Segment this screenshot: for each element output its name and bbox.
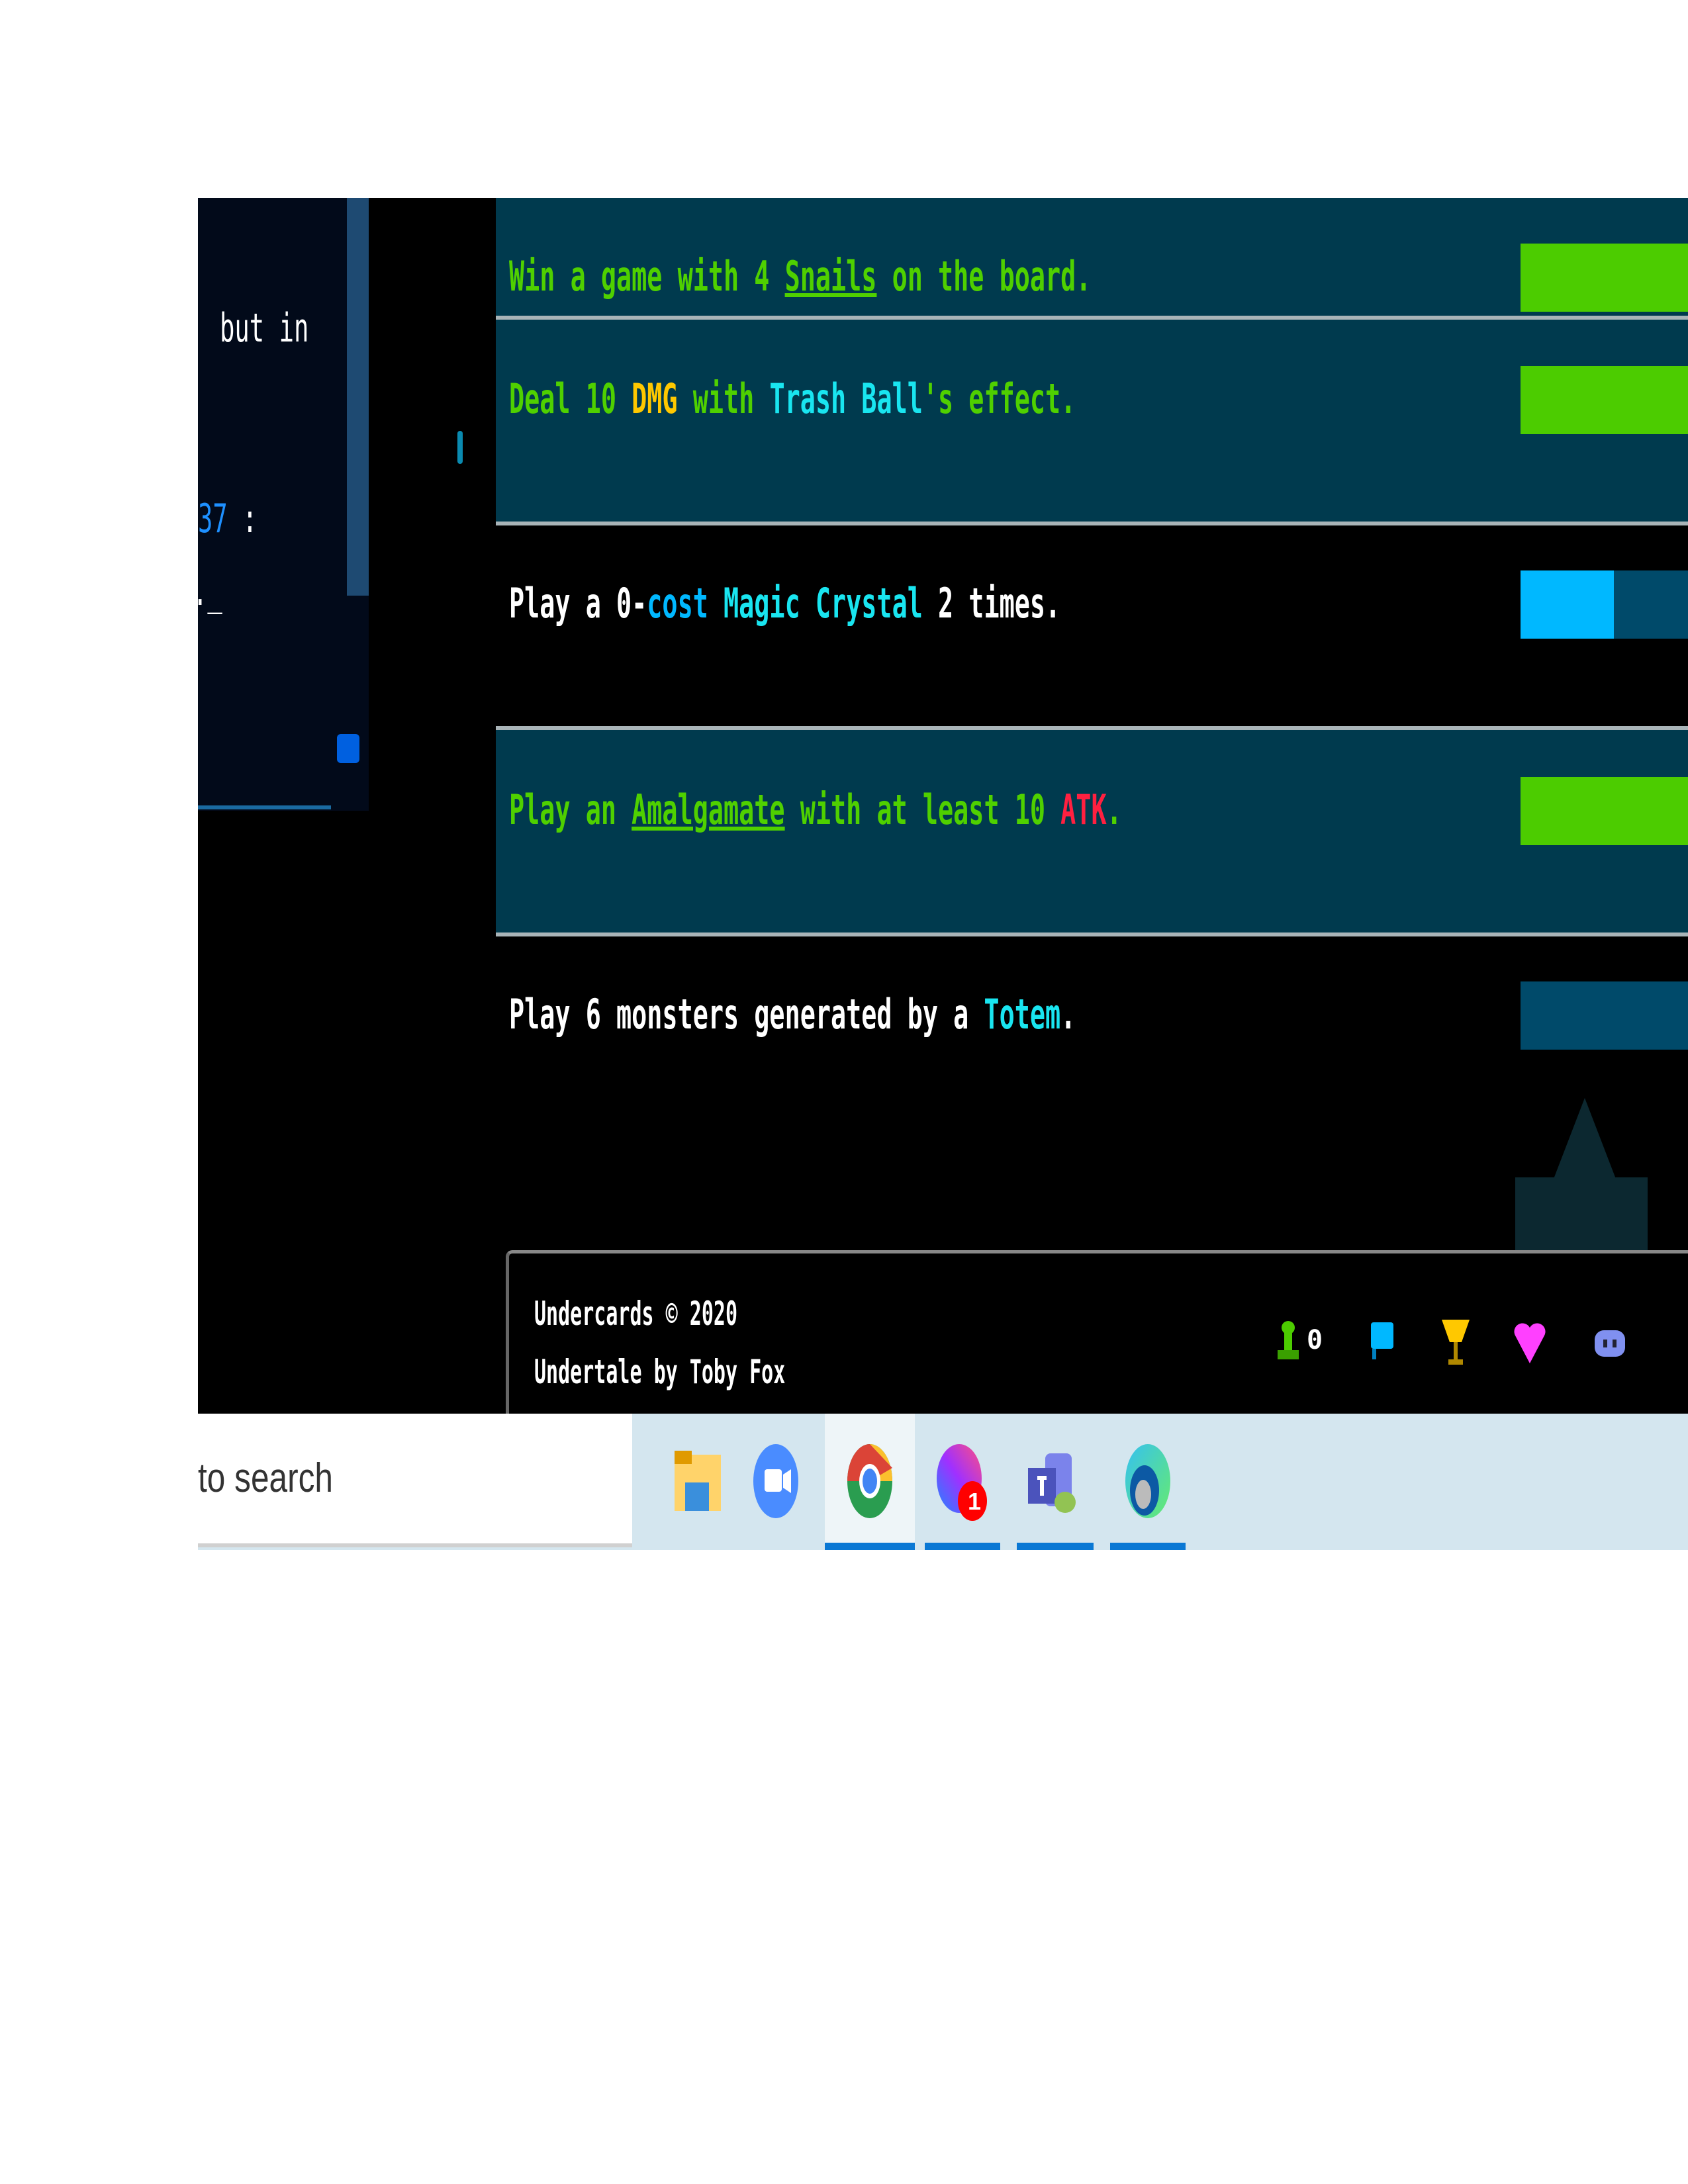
quest-progress-bar (1521, 570, 1688, 639)
trophy-icon[interactable] (1439, 1318, 1472, 1367)
chrome-icon[interactable] (833, 1441, 906, 1521)
zoom-icon[interactable] (739, 1441, 812, 1521)
game-window: but in 37 : ._ Win a game with 4 Snails … (198, 198, 1688, 1414)
chat-bubble-icon[interactable] (337, 734, 359, 763)
quest-description: Win a game with 4 Snails on the board. (509, 252, 1091, 300)
quest-progress-fill (1521, 570, 1614, 639)
teams-icon[interactable] (1019, 1441, 1092, 1521)
online-count: 0 (1307, 1325, 1323, 1355)
online-users[interactable]: 0 (1275, 1320, 1323, 1365)
chat-text: but in (220, 305, 309, 351)
taskbar-search[interactable]: to search (198, 1414, 632, 1547)
chat-user-id[interactable]: 37 (198, 496, 228, 542)
row-divider (496, 933, 1688, 936)
quest-progress-fill (1521, 366, 1688, 434)
card-link[interactable]: Snails (784, 252, 877, 300)
quest-row: Play 6 monsters generated by a Totem.0 /… (496, 934, 1688, 1142)
quest-text-segment: on the board. (876, 252, 1092, 300)
file-explorer-icon[interactable] (661, 1441, 734, 1521)
footer-credit: Undertale by Toby Fox (534, 1353, 786, 1391)
quest-row: Play a 0-cost Magic Crystal 2 times.1 / … (496, 523, 1688, 728)
quest-text-segment: ATK (1060, 786, 1107, 834)
messenger-icon[interactable] (926, 1441, 999, 1521)
quest-text-segment: Totem (984, 990, 1061, 1038)
card-link[interactable]: Amalgamate (632, 786, 785, 834)
edge-icon[interactable] (1111, 1441, 1184, 1521)
quest-text-segment: Play 6 monsters generated by a (509, 990, 984, 1038)
quest-text-segment: Deal 10 (509, 375, 632, 423)
quest-progress-bar (1521, 981, 1688, 1050)
chat-user-line: 37 : (198, 496, 258, 542)
chat-panel: but in 37 : ._ (198, 198, 369, 811)
messenger-badge: 1 (968, 1488, 982, 1515)
quest-description: Play 6 monsters generated by a Totem. (509, 990, 1076, 1038)
chat-colon: : (242, 496, 258, 542)
chat-icon[interactable] (1370, 1321, 1395, 1362)
quest-description: Play a 0-cost Magic Crystal 2 times. (509, 579, 1060, 627)
quest-text-segment: cost (647, 579, 708, 627)
taskbar: to search 1 (198, 1414, 1688, 1550)
quest-text-segment: 's effect. (922, 375, 1076, 423)
quest-description: Deal 10 DMG with Trash Ball's effect. (509, 375, 1076, 423)
quest-text-segment: with (677, 375, 770, 423)
quest-row: Win a game with 4 Snails on the board.1 … (496, 198, 1688, 318)
quest-row: Deal 10 DMG with Trash Ball's effect.10 … (496, 318, 1688, 523)
edge-running-indicator (1110, 1543, 1186, 1550)
discord-icon[interactable] (1593, 1328, 1626, 1359)
chrome-running-indicator (825, 1543, 915, 1550)
teams-running-indicator (1017, 1543, 1094, 1550)
quest-progress-bar (1521, 777, 1688, 845)
quest-text-segment: with at least 10 (784, 786, 1061, 834)
footer: Undercards © 2020 Undertale by Toby Fox … (506, 1250, 1688, 1414)
quest-progress-bar (1521, 244, 1688, 312)
chat-input-underline (198, 805, 331, 809)
quest-progress-fill (1521, 777, 1688, 845)
quest-progress-bar (1521, 366, 1688, 434)
search-placeholder: to search (198, 1455, 334, 1501)
sparkle-decoration (457, 431, 463, 464)
quest-description: Play an Amalgamate with at least 10 ATK. (509, 786, 1122, 834)
messenger-running-indicator (925, 1543, 1000, 1550)
quest-text-segment: Trash Ball (769, 375, 923, 423)
quest-text-segment: Win a game with 4 (509, 252, 785, 300)
user-icon (1278, 1321, 1299, 1359)
quest-text-segment: . (1106, 786, 1122, 834)
heart-icon[interactable] (1513, 1320, 1546, 1365)
quest-text-segment: Magic Crystal (724, 579, 923, 627)
quest-progress-fill (1521, 244, 1688, 312)
row-divider (496, 726, 1688, 730)
quest-text-segment: DMG (632, 375, 678, 423)
footer-copyright: Undercards © 2020 (534, 1295, 738, 1333)
quest-row: Play an Amalgamate with at least 10 ATK.… (496, 728, 1688, 934)
quest-text-segment: Play a 0- (509, 579, 647, 627)
chat-scrollbar[interactable] (347, 198, 369, 596)
chat-trailing: ._ (198, 569, 222, 615)
row-divider (496, 316, 1688, 320)
row-divider (496, 522, 1688, 525)
quest-text-segment: . (1060, 990, 1076, 1038)
quest-text-segment (708, 579, 724, 627)
quest-text-segment: 2 times. (922, 579, 1061, 627)
quest-text-segment: Play an (509, 786, 632, 834)
